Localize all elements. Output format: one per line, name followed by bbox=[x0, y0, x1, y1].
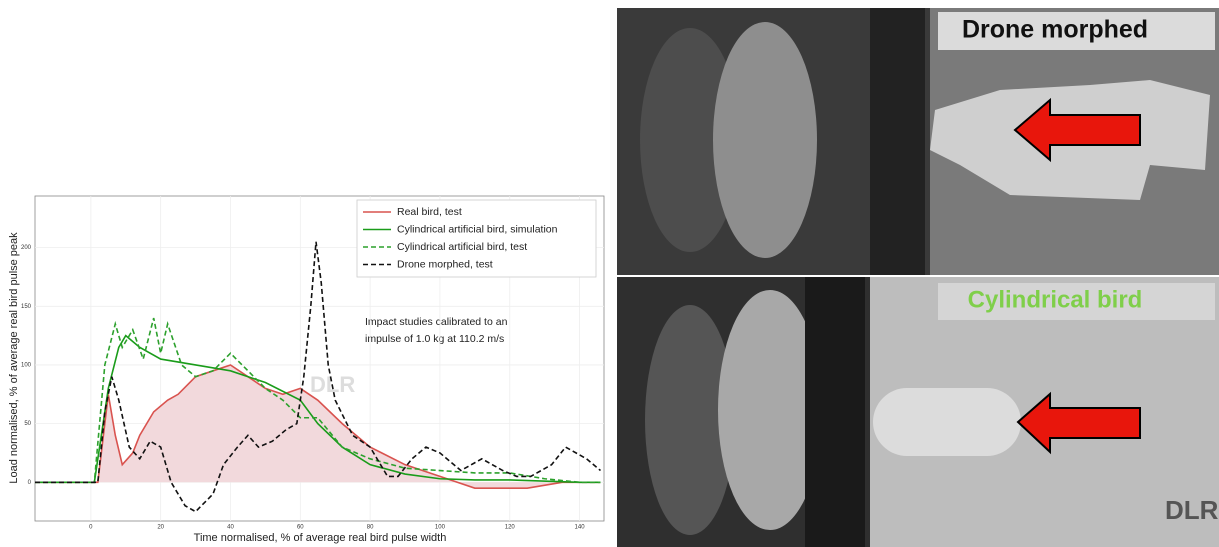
x-tick-label: 0 bbox=[89, 525, 93, 531]
photo-label: Drone morphed bbox=[962, 16, 1148, 44]
page: {"chart_data": {"type": "line", "xlabel"… bbox=[0, 0, 1219, 547]
x-tick-label: 40 bbox=[227, 525, 234, 531]
y-tick-label: 100 bbox=[21, 363, 32, 369]
photo-bottom: Cylindrical bird DLR bbox=[617, 277, 1219, 547]
frame bbox=[805, 277, 865, 547]
x-tick-label: 100 bbox=[435, 525, 446, 531]
x-tick-label: 60 bbox=[297, 525, 304, 531]
legend-label: Cylindrical artificial bird, simulation bbox=[397, 223, 558, 235]
x-axis-label: Time normalised, % of average real bird … bbox=[194, 532, 447, 544]
annotation: impulse of 1.0 kg at 110.2 m/s bbox=[365, 333, 504, 345]
legend-label: Real bird, test bbox=[397, 206, 462, 218]
x-tick-label: 140 bbox=[575, 525, 586, 531]
disc-face bbox=[713, 22, 817, 258]
legend: Real bird, test Cylindrical artificial bi… bbox=[357, 200, 596, 277]
x-tick-label: 80 bbox=[367, 525, 374, 531]
frame bbox=[870, 8, 925, 275]
y-axis-label: Load normalised, % of average real bird … bbox=[8, 232, 20, 484]
figure: Drone morphed Cylindrical bird DLR DLR T… bbox=[0, 0, 1219, 547]
y-tick-label: 0 bbox=[28, 480, 32, 486]
y-tick-label: 50 bbox=[24, 421, 31, 427]
photo-label: Cylindrical bird bbox=[968, 286, 1143, 313]
x-tick-label: 20 bbox=[157, 525, 164, 531]
watermark: DLR bbox=[1165, 495, 1219, 525]
y-tick-label: 200 bbox=[21, 245, 32, 251]
x-tick-label: 120 bbox=[505, 525, 516, 531]
annotation: Impact studies calibrated to an bbox=[365, 316, 508, 328]
cylinder bbox=[873, 388, 1021, 456]
legend-label: Cylindrical artificial bird, test bbox=[397, 241, 527, 253]
photo-top: Drone morphed bbox=[617, 8, 1219, 275]
legend-label: Drone morphed, test bbox=[397, 258, 493, 270]
y-tick-label: 150 bbox=[21, 304, 32, 310]
